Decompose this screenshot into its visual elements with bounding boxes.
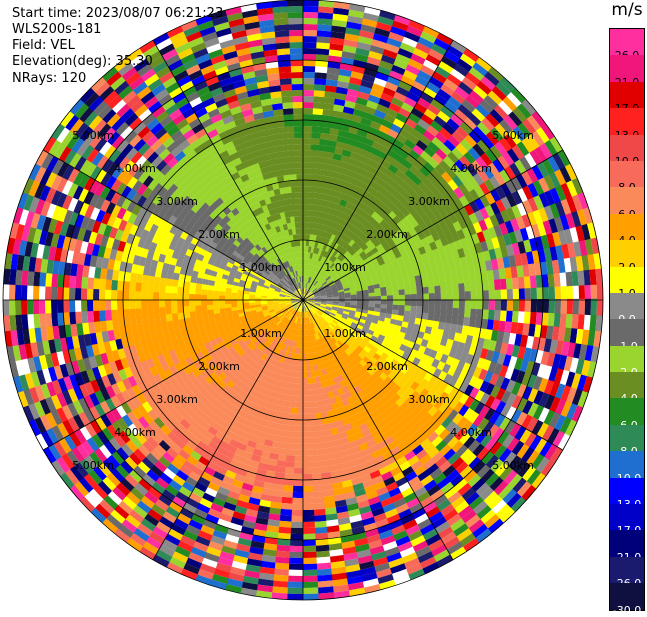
azimuth-line [302, 39, 454, 301]
colorbar-swatch: -17.0 [609, 504, 645, 537]
azimuth-line [42, 299, 304, 451]
range-label: 4.00km [450, 426, 492, 439]
colorbar-swatch: -8.0 [609, 424, 645, 458]
range-label: 4.00km [114, 426, 156, 439]
colorbar-swatch: 0.0 [609, 292, 645, 326]
range-label: 3.00km [156, 393, 198, 406]
range-label: 2.00km [366, 360, 408, 373]
range-label: 3.00km [156, 195, 198, 208]
colorbar-swatch: -10.0 [609, 451, 645, 485]
velocity-field [2, 0, 604, 601]
azimuth-line [152, 299, 304, 561]
azimuth-line [302, 299, 454, 561]
colorbar-swatch: 1.0 [609, 266, 645, 300]
range-label: 4.00km [450, 162, 492, 175]
range-label: 2.00km [198, 360, 240, 373]
range-label: 4.00km [114, 162, 156, 175]
colorbar-swatch: 8.0 [609, 160, 645, 194]
colorbar-tick-label: -30.0 [612, 603, 642, 617]
colorbar-swatch: 2.0 [609, 240, 645, 274]
station-label: WLS200s-181 [12, 22, 102, 37]
colorbar-swatch: -4.0 [609, 372, 645, 405]
elevation-label: Elevation(deg): 35.30 [12, 54, 153, 69]
azimuth-line [302, 299, 564, 451]
azimuth-line [152, 39, 304, 301]
range-label: 3.00km [408, 195, 450, 208]
colorbar-unit: m/s [611, 0, 643, 20]
range-label: 1.00km [324, 261, 366, 274]
colorbar-swatch: -2.0 [609, 345, 645, 379]
range-label: 2.00km [198, 228, 240, 241]
colorbar-swatch: -30.0 [609, 583, 645, 617]
azimuth-line [42, 149, 304, 301]
colorbar-swatch: 6.0 [609, 187, 645, 221]
colorbar-swatch: -13.0 [609, 477, 645, 511]
range-label: 3.00km [408, 393, 450, 406]
colorbar-swatch: -6.0 [609, 398, 645, 432]
field-label: Field: VEL [12, 38, 75, 53]
colorbar-swatch: -1.0 [609, 319, 645, 353]
colorbar-swatch: 13.0 [609, 108, 645, 142]
start-time-label: Start time: 2023/08/07 06:21:23 [12, 6, 224, 21]
azimuth-line [302, 149, 564, 301]
colorbar-swatch: 21.0 [609, 55, 645, 89]
colorbar-swatch: 17.0 [609, 81, 645, 115]
colorbar-swatch: 4.0 [609, 213, 645, 247]
range-label: 1.00km [240, 327, 282, 340]
colorbar: 26.021.017.013.010.08.06.04.02.01.00.0-1… [609, 28, 645, 617]
range-label: 1.00km [324, 327, 366, 340]
colorbar-swatch: 26.0 [609, 29, 645, 62]
range-label: 5.00km [72, 129, 114, 142]
range-label: 5.00km [492, 129, 534, 142]
colorbar-swatch: -21.0 [609, 530, 645, 564]
range-rings [2, 0, 604, 601]
colorbar-swatch: 10.0 [609, 134, 645, 168]
range-label: 5.00km [492, 459, 534, 472]
nrays-label: NRays: 120 [12, 71, 87, 86]
range-label: 2.00km [366, 228, 408, 241]
range-label: 1.00km [240, 261, 282, 274]
colorbar-swatch: -26.0 [609, 556, 645, 590]
range-label: 5.00km [72, 459, 114, 472]
